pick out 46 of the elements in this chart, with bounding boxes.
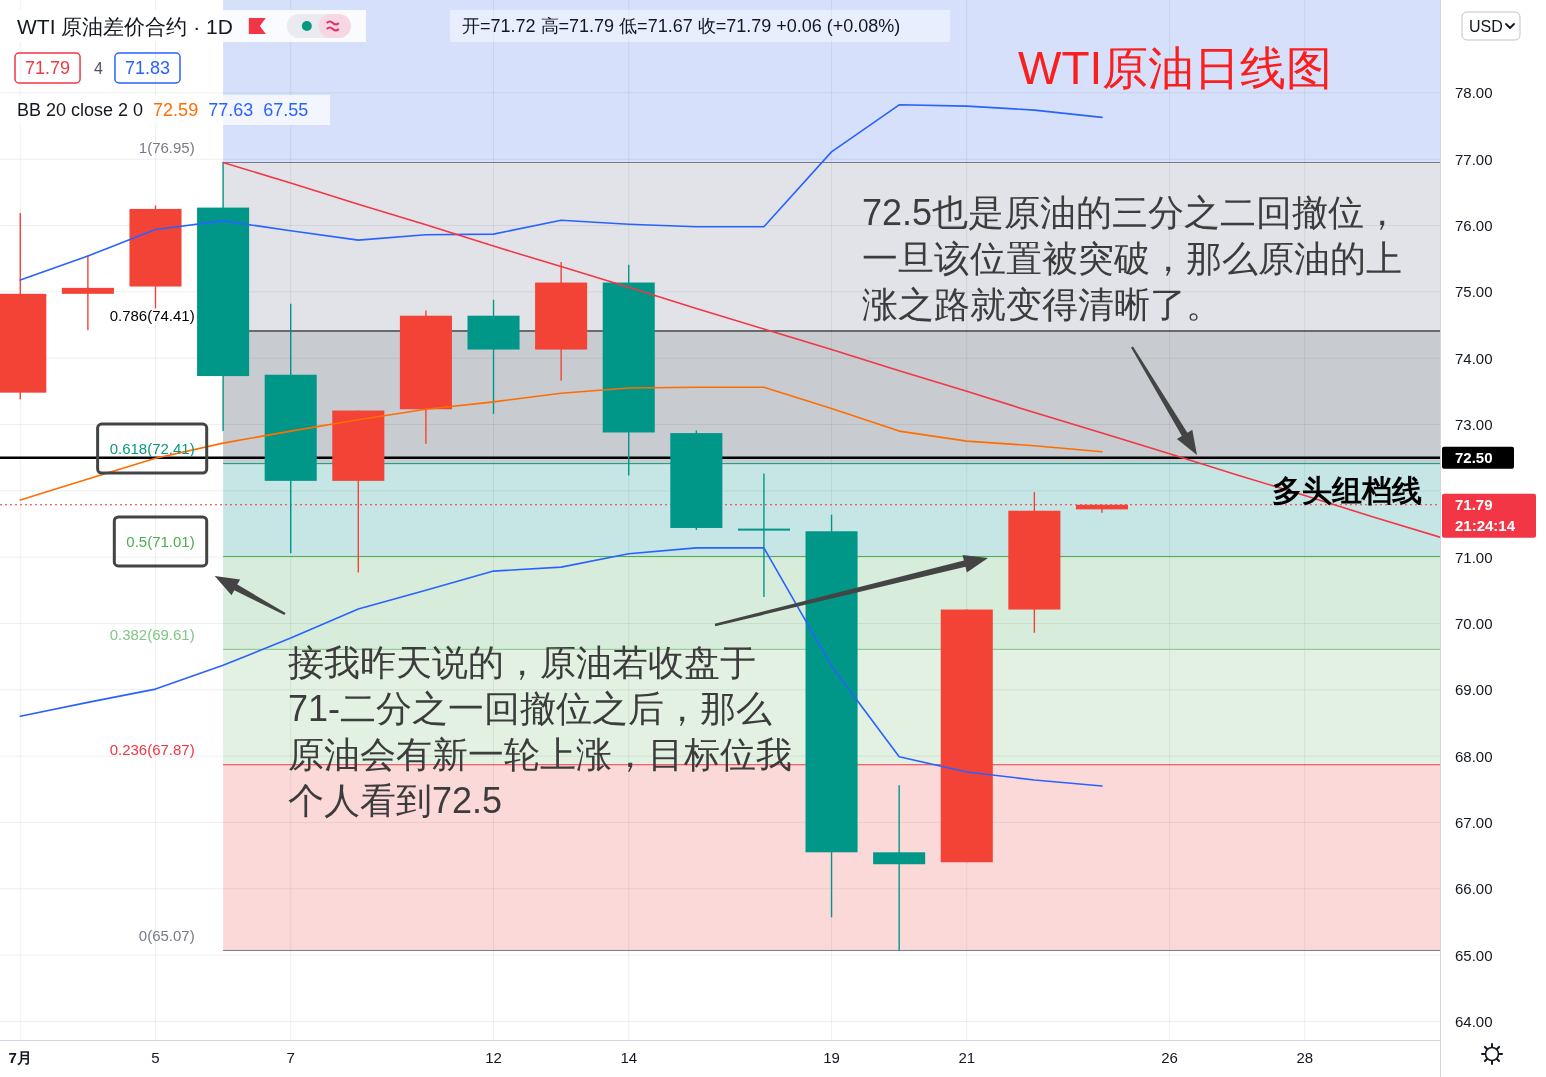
- annotation: 71.83: [124, 58, 170, 78]
- y-tick-label: 71.00: [1455, 548, 1493, 566]
- x-tick-label: 21: [958, 1048, 976, 1066]
- annotation: 72.59: [153, 100, 199, 120]
- x-tick-label: 7: [286, 1048, 295, 1066]
- y-tick-label: 76.00: [1455, 217, 1493, 235]
- x-tick-label: 28: [1296, 1048, 1314, 1066]
- text: WTI 原油差价合约 · 1D: [17, 14, 233, 38]
- x-tick-label: 14: [620, 1048, 638, 1066]
- x-tick-label: 5: [151, 1048, 160, 1066]
- y-tick-label: 64.00: [1455, 1012, 1493, 1030]
- y-tick-label: 74.00: [1455, 349, 1493, 367]
- x-tick-label: 12: [485, 1048, 502, 1066]
- ref-line-label: 72.50: [1455, 449, 1493, 467]
- ref-line-label: 0.236(67.87): [109, 741, 195, 759]
- ref-line-label: 0.618(72.41): [109, 440, 195, 458]
- note: 72.5也是原油的三分之二回撤位，一旦该位置被突破，那么原油的上涨之路就变得清晰了。: [862, 191, 1403, 327]
- x-tick-label: 26: [1161, 1048, 1178, 1066]
- text: WTI原油日线图: [1018, 42, 1333, 94]
- y-tick-label: 75.00: [1455, 283, 1493, 301]
- y-tick-label: 69.00: [1455, 681, 1493, 699]
- currency-button: USD: [1461, 11, 1521, 41]
- ref-line-label: 0.786(74.41): [109, 307, 195, 325]
- ref-line-label: 71.79: [1455, 496, 1493, 514]
- y-tick-label: 67.00: [1455, 813, 1493, 831]
- ref-line-label: 0.5(71.01): [126, 532, 195, 550]
- ref-line-label: 0(65.07): [138, 926, 195, 944]
- y-tick-label: 70.00: [1455, 614, 1493, 632]
- ref-line-label: 0.382(69.61): [109, 625, 195, 643]
- y-tick-label: 73.00: [1455, 415, 1493, 433]
- y-tick-label: 68.00: [1455, 747, 1493, 765]
- annotation: 4: [94, 59, 104, 77]
- y-tick-label: 66.00: [1455, 880, 1493, 898]
- x-tick-label: 19: [823, 1048, 840, 1066]
- annotation: BB 20 close 2 0: [17, 100, 144, 120]
- annotation: 71.79: [25, 58, 71, 78]
- price-tag: 72.50: [1442, 446, 1514, 469]
- y-tick-label: 78.00: [1455, 84, 1493, 102]
- annotation: 77.63: [208, 100, 254, 120]
- annotation: 开=71.72 高=71.79 低=71.67 收=71.79 +0.06 (+0.08%): [462, 16, 901, 36]
- y-tick-label: 77.00: [1455, 150, 1493, 168]
- y-tick-label: 65.00: [1455, 946, 1493, 964]
- ref-line-label: 1(76.95): [138, 139, 195, 156]
- price-tag: 71.79 21:24:14: [1442, 493, 1536, 538]
- annotation: 67.55: [263, 100, 309, 120]
- x-tick-label: 7月: [8, 1048, 32, 1066]
